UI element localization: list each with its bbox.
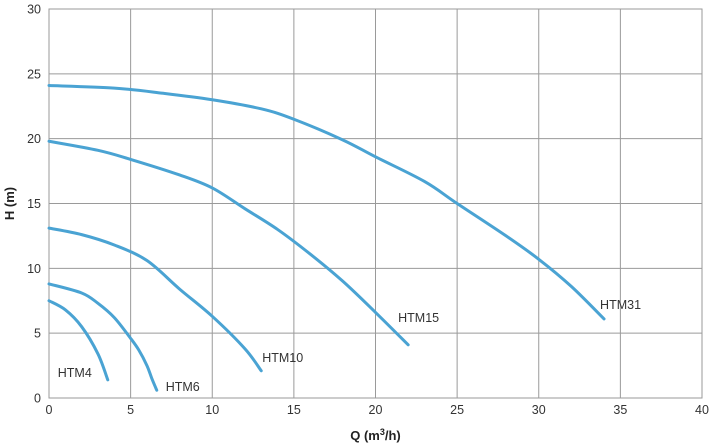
curve-htm6 — [47, 282, 159, 392]
curve-htm31 — [47, 84, 606, 321]
x-axis-ticks: 0 5 10 15 20 25 30 35 40 — [46, 403, 709, 417]
series-label-htm6: HTM6 — [166, 380, 200, 394]
x-tick-label: 20 — [369, 403, 383, 417]
series-label-htm4: HTM4 — [58, 366, 92, 380]
plot-frame — [48, 8, 703, 399]
curve-htm10 — [47, 226, 263, 373]
series-label-htm15: HTM15 — [398, 311, 439, 325]
x-tick-label: 15 — [287, 403, 301, 417]
x-tick-label: 10 — [205, 403, 219, 417]
y-tick-label: 0 — [34, 392, 41, 406]
series-labels: HTM4 HTM6 HTM10 HTM15 HTM31 — [58, 298, 641, 394]
curve-htm4 — [47, 299, 110, 382]
x-tick-label: 0 — [46, 403, 53, 417]
y-tick-label: 15 — [27, 197, 41, 211]
curves — [47, 84, 606, 392]
y-tick-label: 30 — [27, 3, 41, 17]
x-tick-label: 25 — [450, 403, 464, 417]
series-label-htm10: HTM10 — [262, 351, 303, 365]
y-axis-label: H (m) — [2, 187, 17, 220]
y-tick-label: 25 — [27, 67, 41, 81]
x-tick-label: 40 — [695, 403, 709, 417]
x-axis-label: Q (m3/h) — [350, 427, 401, 443]
series-label-htm31: HTM31 — [600, 298, 641, 312]
x-tick-label: 30 — [532, 403, 546, 417]
x-tick-label: 5 — [127, 403, 134, 417]
y-tick-label: 20 — [27, 132, 41, 146]
y-axis-ticks: 0 5 10 15 20 25 30 — [27, 3, 41, 406]
y-tick-label: 5 — [34, 327, 41, 341]
y-tick-label: 10 — [27, 262, 41, 276]
x-tick-label: 35 — [613, 403, 627, 417]
curve-htm15 — [47, 139, 410, 347]
grid — [49, 9, 702, 398]
